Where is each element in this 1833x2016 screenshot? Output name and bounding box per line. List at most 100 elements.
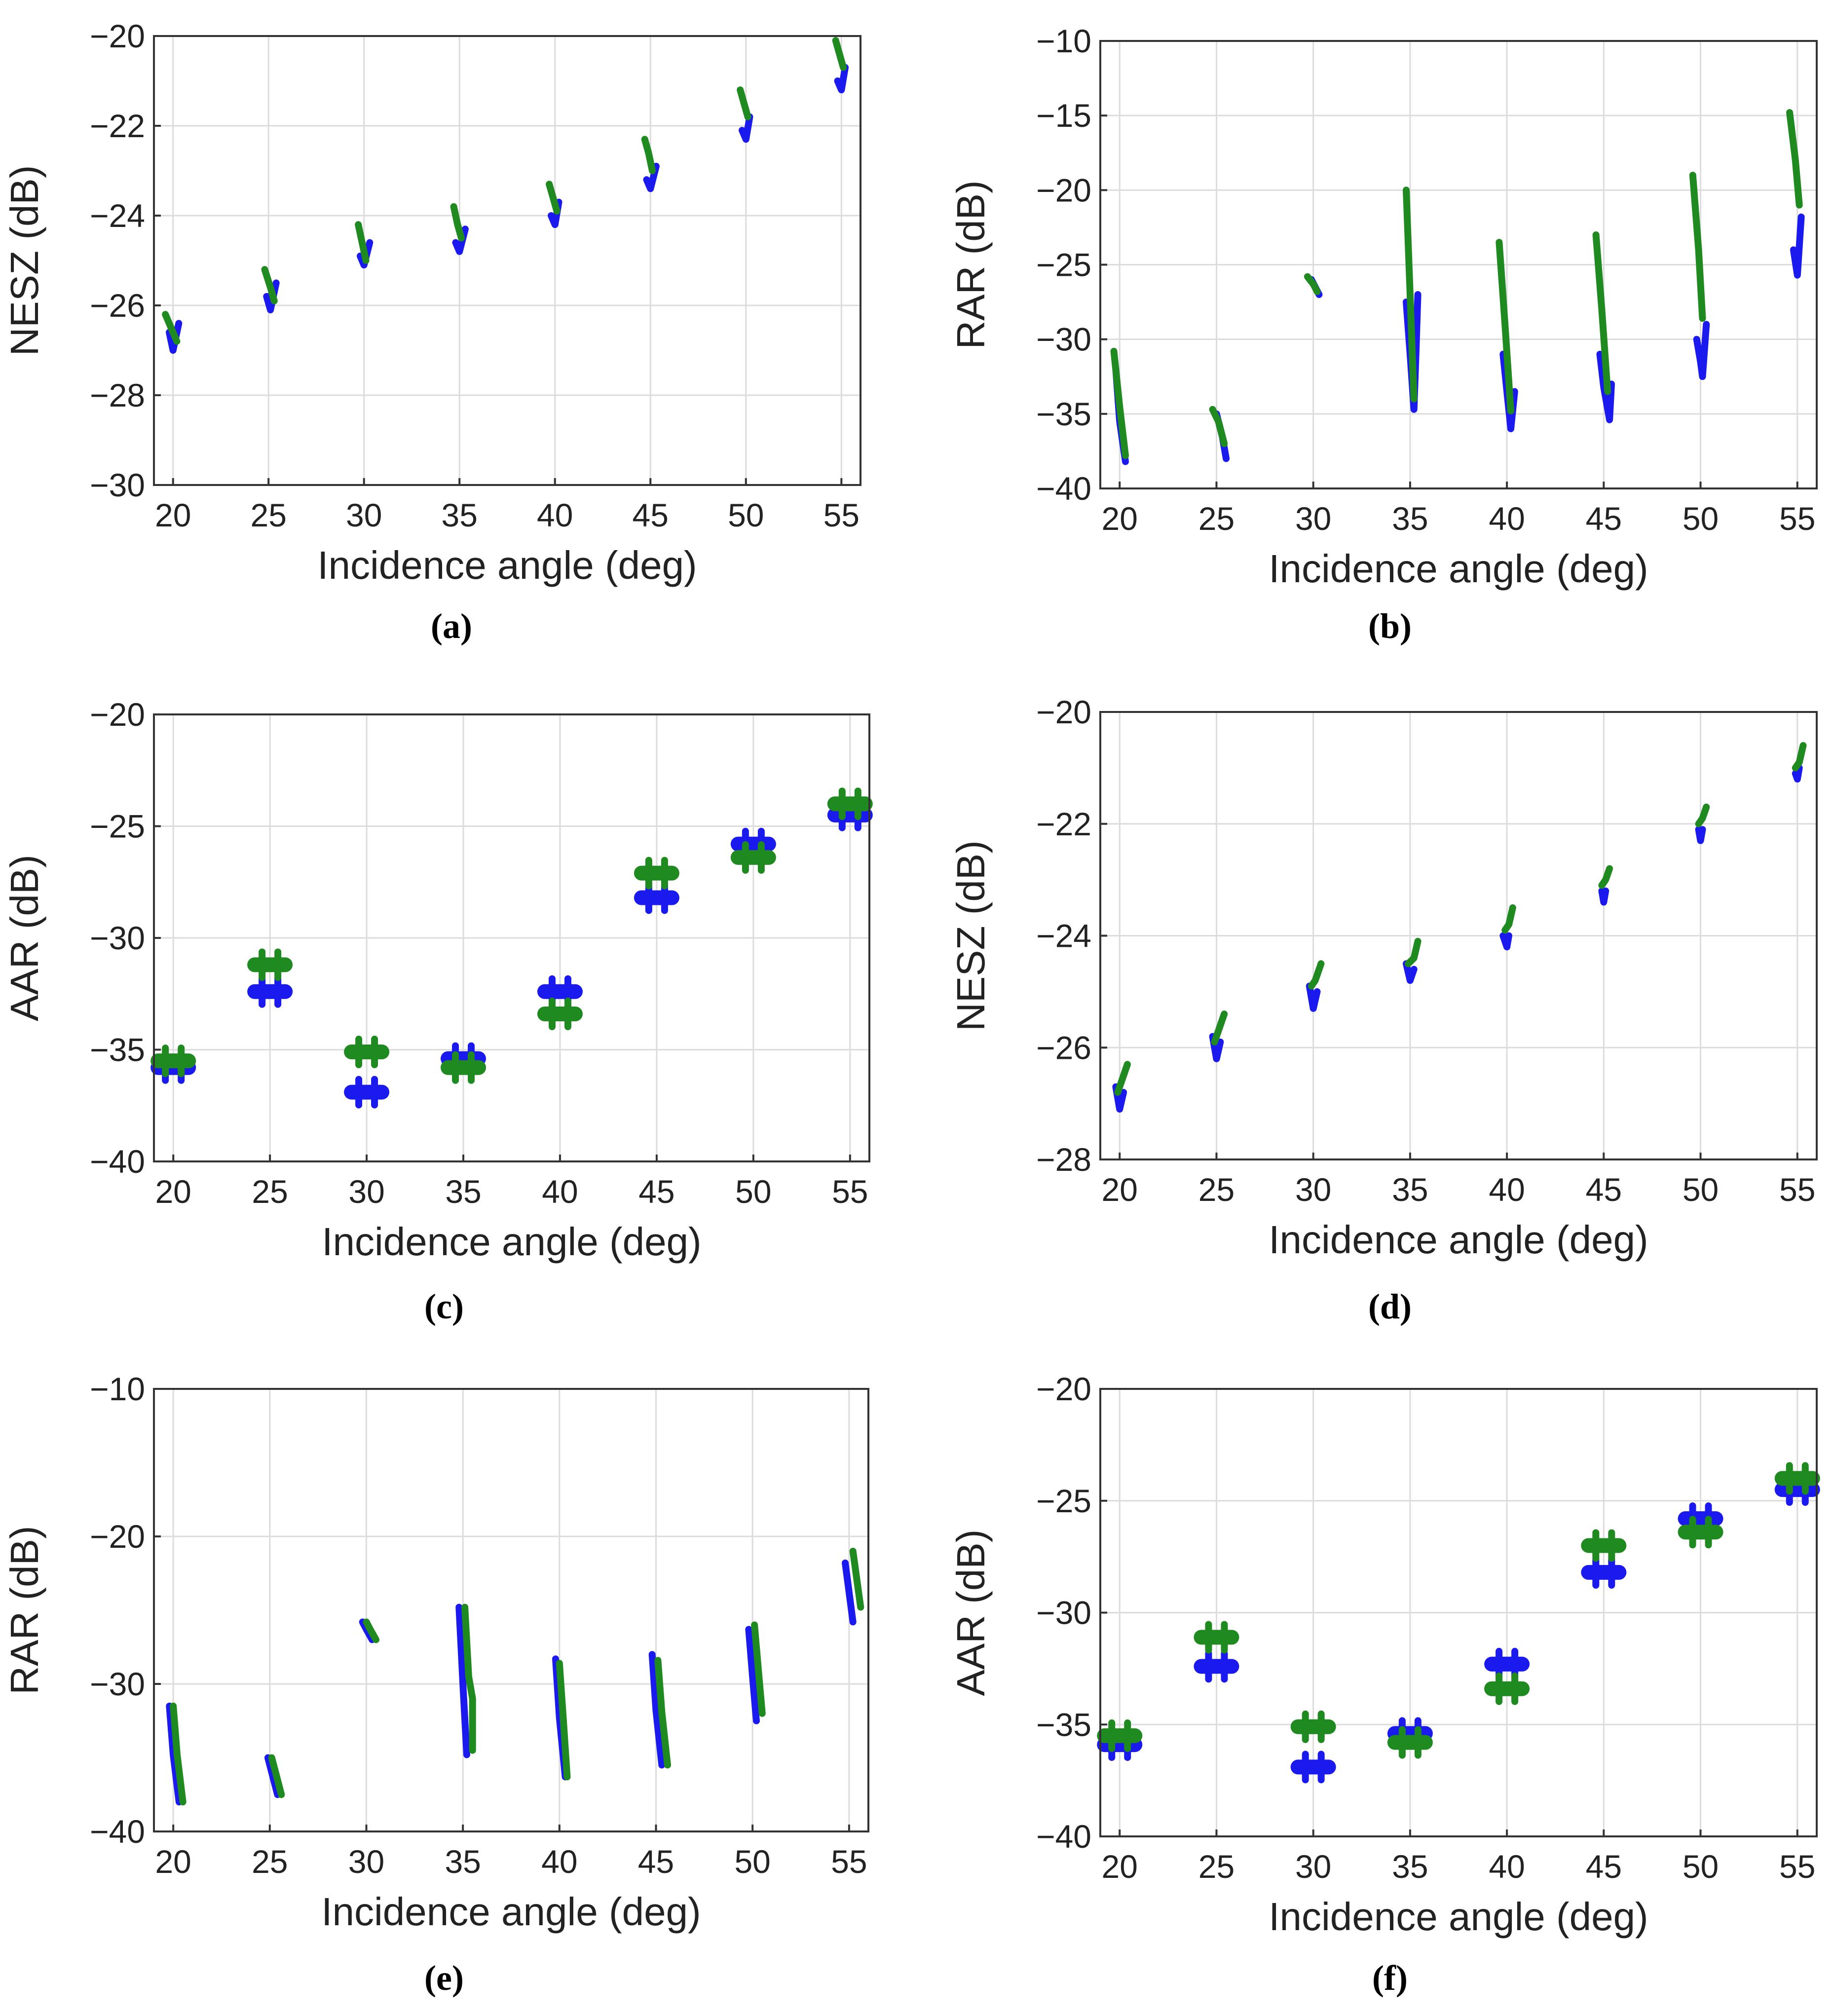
y-tick-label: −24: [90, 197, 145, 234]
y-tick-label: −26: [90, 287, 145, 324]
series-blue-line-50: [1693, 321, 1710, 380]
x-tick-label: 25: [1198, 1171, 1234, 1208]
series-green-line-50: [737, 86, 751, 120]
data-point-blue-45: [1581, 1565, 1627, 1580]
y-tick-label: −24: [1036, 918, 1091, 954]
y-axis-label: NESZ (dB): [949, 840, 993, 1031]
data-point-blue-30: [344, 1084, 390, 1100]
chart-panel-d: 20 25 30 35 40 45 50 55 −28 −26 −24 −22 −20 Incidence…: [949, 694, 1818, 1326]
y-tick-label: −35: [1036, 1706, 1091, 1743]
data-point-blue-50: [730, 836, 776, 852]
y-axis-label: RAR (dB): [2, 1526, 46, 1694]
x-axis-label: Incidence angle (deg): [321, 1890, 701, 1934]
series-green-line-35: [1405, 937, 1422, 968]
series-green-line-20: [1114, 1061, 1131, 1096]
x-tick-label: 40: [1489, 1171, 1525, 1208]
x-tick-label: 50: [1683, 500, 1719, 537]
series-green-line-20: [162, 311, 181, 345]
x-tick-label: 30: [1295, 1848, 1331, 1885]
series-green-line-30: [355, 221, 370, 264]
x-tick-label: 20: [1102, 1171, 1138, 1208]
series-blue-line-45: [648, 1651, 666, 1769]
data-point-green-50: [730, 850, 776, 865]
series-green-line-45: [1592, 231, 1611, 395]
x-tick-label: 20: [1102, 500, 1138, 537]
series-green-line-55: [832, 37, 847, 71]
x-tick-label: 35: [442, 497, 478, 533]
panel-caption: (e): [424, 1958, 464, 1998]
data-point-green-50: [1678, 1525, 1723, 1540]
data-point-green-45: [634, 865, 679, 881]
series-green-line-50: [1689, 172, 1706, 322]
x-axis-label: Incidence angle (deg): [317, 543, 697, 587]
x-tick-label: 25: [251, 497, 287, 533]
y-tick-label: −40: [90, 1143, 145, 1180]
series-green-line-20: [170, 1702, 187, 1806]
data-point-blue-30: [1290, 1759, 1336, 1775]
data-point-green-25: [1194, 1630, 1239, 1645]
y-axis-label: AAR (dB): [2, 855, 46, 1021]
series-green-line-30: [1308, 960, 1325, 990]
x-tick-label: 40: [541, 1843, 577, 1880]
x-tick-label: 20: [155, 1173, 191, 1210]
y-tick-label: −25: [1036, 1483, 1091, 1519]
series-green-line-25: [268, 1754, 285, 1798]
x-tick-label: 45: [633, 497, 669, 533]
data-point-green-25: [247, 957, 293, 972]
data-point-green-45: [1581, 1538, 1627, 1553]
series-green-line-40: [1501, 904, 1516, 934]
x-tick-label: 40: [1489, 500, 1525, 537]
x-axis-label: Incidence angle (deg): [1269, 547, 1648, 591]
series-blue-line-55: [1792, 764, 1803, 783]
series-blue-line-50: [739, 113, 753, 143]
data-point-green-40: [1484, 1681, 1530, 1696]
data-point-blue-25: [247, 984, 293, 999]
y-tick-label: −20: [90, 1518, 145, 1555]
series-blue-line-20: [166, 320, 183, 354]
plot-frame: [153, 35, 861, 486]
series-green-line-25: [1211, 1010, 1228, 1045]
panel-caption: (f): [1372, 1958, 1408, 1998]
x-tick-label: 35: [1392, 500, 1428, 537]
plot-frame: [153, 1388, 869, 1832]
series-green-line-40: [546, 181, 561, 215]
y-tick-label: −20: [90, 18, 145, 54]
x-tick-label: 55: [1779, 1171, 1815, 1208]
chart-panel-a: 20 25 30 35 40 45 50 55 −30 −28 −26 −24 −22 −20 Incide…: [2, 18, 861, 646]
series-green-line-40: [556, 1660, 571, 1781]
data-point-green-30: [1290, 1719, 1336, 1734]
x-tick-label: 35: [445, 1843, 481, 1880]
series-green-line-30: [363, 1618, 380, 1643]
x-tick-label: 20: [155, 497, 191, 533]
data-point-green-20: [150, 1053, 196, 1069]
x-axis-label: Incidence angle (deg): [1269, 1218, 1648, 1262]
data-point-green-35: [441, 1060, 486, 1075]
series-green-line-50: [1695, 803, 1710, 827]
y-tick-label: −20: [90, 696, 145, 733]
series-green-line-35: [450, 203, 465, 242]
x-tick-label: 20: [155, 1843, 191, 1880]
x-tick-label: 35: [445, 1173, 481, 1210]
series-blue-line-30: [357, 239, 374, 269]
y-tick-label: −30: [1036, 321, 1091, 358]
series-green-line-55: [849, 1547, 864, 1611]
panel-caption: (a): [431, 606, 472, 646]
y-axis-label: NESZ (dB): [2, 165, 46, 356]
x-tick-label: 30: [348, 1843, 384, 1880]
x-tick-label: 50: [728, 497, 764, 533]
data-point-blue-50: [1678, 1511, 1723, 1527]
x-axis-label: Incidence angle (deg): [1269, 1895, 1648, 1939]
series-blue-line-50: [745, 1626, 760, 1724]
series-blue-line-45: [643, 162, 660, 192]
series-green-line-35: [1403, 187, 1418, 403]
x-tick-label: 45: [1586, 1171, 1622, 1208]
y-tick-label: −30: [1036, 1595, 1091, 1631]
y-tick-label: −35: [90, 1032, 145, 1068]
y-tick-label: −28: [90, 377, 145, 413]
x-tick-label: 25: [252, 1843, 288, 1880]
panel-caption: (c): [424, 1287, 464, 1326]
x-tick-label: 20: [1102, 1848, 1138, 1885]
x-tick-label: 30: [348, 1173, 384, 1210]
series-green-line-45: [654, 1657, 671, 1769]
